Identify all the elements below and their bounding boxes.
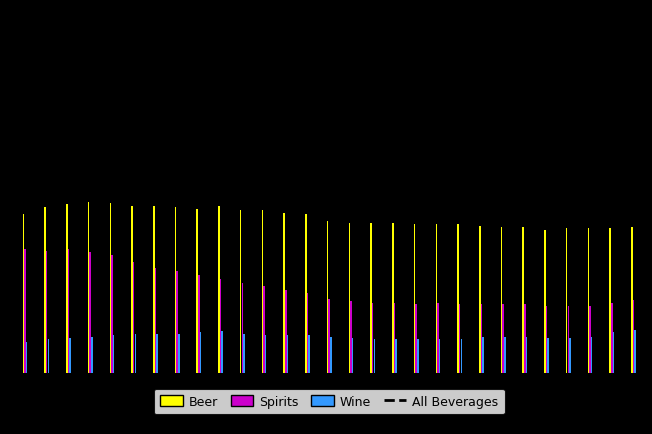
Bar xyxy=(611,303,613,373)
Bar xyxy=(24,250,26,373)
Bar xyxy=(566,229,567,373)
Bar xyxy=(481,305,482,373)
Bar xyxy=(308,335,310,373)
Bar xyxy=(504,337,505,373)
Bar xyxy=(26,342,27,373)
Bar xyxy=(633,300,634,373)
Bar xyxy=(88,202,89,373)
Bar xyxy=(68,250,69,373)
Bar xyxy=(374,339,375,373)
Bar xyxy=(524,305,526,373)
Bar xyxy=(370,223,372,373)
Bar xyxy=(329,299,330,373)
Bar xyxy=(330,337,332,373)
Bar xyxy=(156,334,158,373)
Bar xyxy=(457,225,459,373)
Bar xyxy=(526,337,527,373)
Bar xyxy=(200,332,201,373)
Bar xyxy=(327,222,329,373)
Bar xyxy=(501,227,502,373)
Bar xyxy=(243,334,244,373)
Bar xyxy=(546,306,548,373)
Bar xyxy=(196,209,198,373)
Bar xyxy=(178,334,179,373)
Bar xyxy=(198,275,200,373)
Bar xyxy=(436,225,437,373)
Bar xyxy=(153,207,155,373)
Bar xyxy=(23,215,24,373)
Bar xyxy=(263,286,265,373)
Bar xyxy=(394,303,395,373)
Bar xyxy=(113,335,114,373)
Bar xyxy=(569,338,570,373)
Bar xyxy=(613,332,614,373)
Bar xyxy=(240,210,241,373)
Bar xyxy=(544,230,546,373)
Bar xyxy=(350,302,352,373)
Bar xyxy=(395,339,397,373)
Bar xyxy=(307,293,308,373)
Bar xyxy=(287,335,288,373)
Bar xyxy=(48,339,49,373)
Bar xyxy=(392,223,394,373)
Bar xyxy=(417,339,419,373)
Bar xyxy=(133,263,134,373)
Bar xyxy=(587,229,589,373)
Bar xyxy=(176,271,178,373)
Bar xyxy=(134,334,136,373)
Bar xyxy=(522,227,524,373)
Bar xyxy=(218,207,220,373)
Bar xyxy=(305,215,306,373)
Bar xyxy=(591,337,593,373)
Bar xyxy=(610,229,611,373)
Bar xyxy=(548,338,549,373)
Bar xyxy=(241,283,243,373)
Bar xyxy=(220,279,222,373)
Bar xyxy=(110,204,111,373)
Legend: Beer, Spirits, Wine, All Beverages: Beer, Spirits, Wine, All Beverages xyxy=(154,389,505,414)
Bar xyxy=(111,256,113,373)
Bar xyxy=(352,338,353,373)
Bar xyxy=(349,223,350,373)
Bar xyxy=(155,268,156,373)
Bar xyxy=(437,303,439,373)
Bar xyxy=(567,306,569,373)
Bar xyxy=(44,208,46,373)
Bar xyxy=(415,305,417,373)
Bar xyxy=(414,225,415,373)
Bar xyxy=(634,330,636,373)
Bar xyxy=(46,251,48,373)
Bar xyxy=(439,339,440,373)
Bar xyxy=(284,214,285,373)
Bar xyxy=(482,337,484,373)
Bar xyxy=(285,290,287,373)
Bar xyxy=(459,305,460,373)
Bar xyxy=(479,226,481,373)
Bar xyxy=(589,306,591,373)
Bar xyxy=(175,208,176,373)
Bar xyxy=(372,303,374,373)
Bar xyxy=(222,331,223,373)
Bar xyxy=(69,338,71,373)
Bar xyxy=(261,210,263,373)
Bar xyxy=(503,305,504,373)
Bar xyxy=(265,335,267,373)
Bar xyxy=(131,207,133,373)
Bar xyxy=(460,339,462,373)
Bar xyxy=(91,337,93,373)
Bar xyxy=(89,253,91,373)
Bar xyxy=(66,205,68,373)
Bar xyxy=(631,227,632,373)
